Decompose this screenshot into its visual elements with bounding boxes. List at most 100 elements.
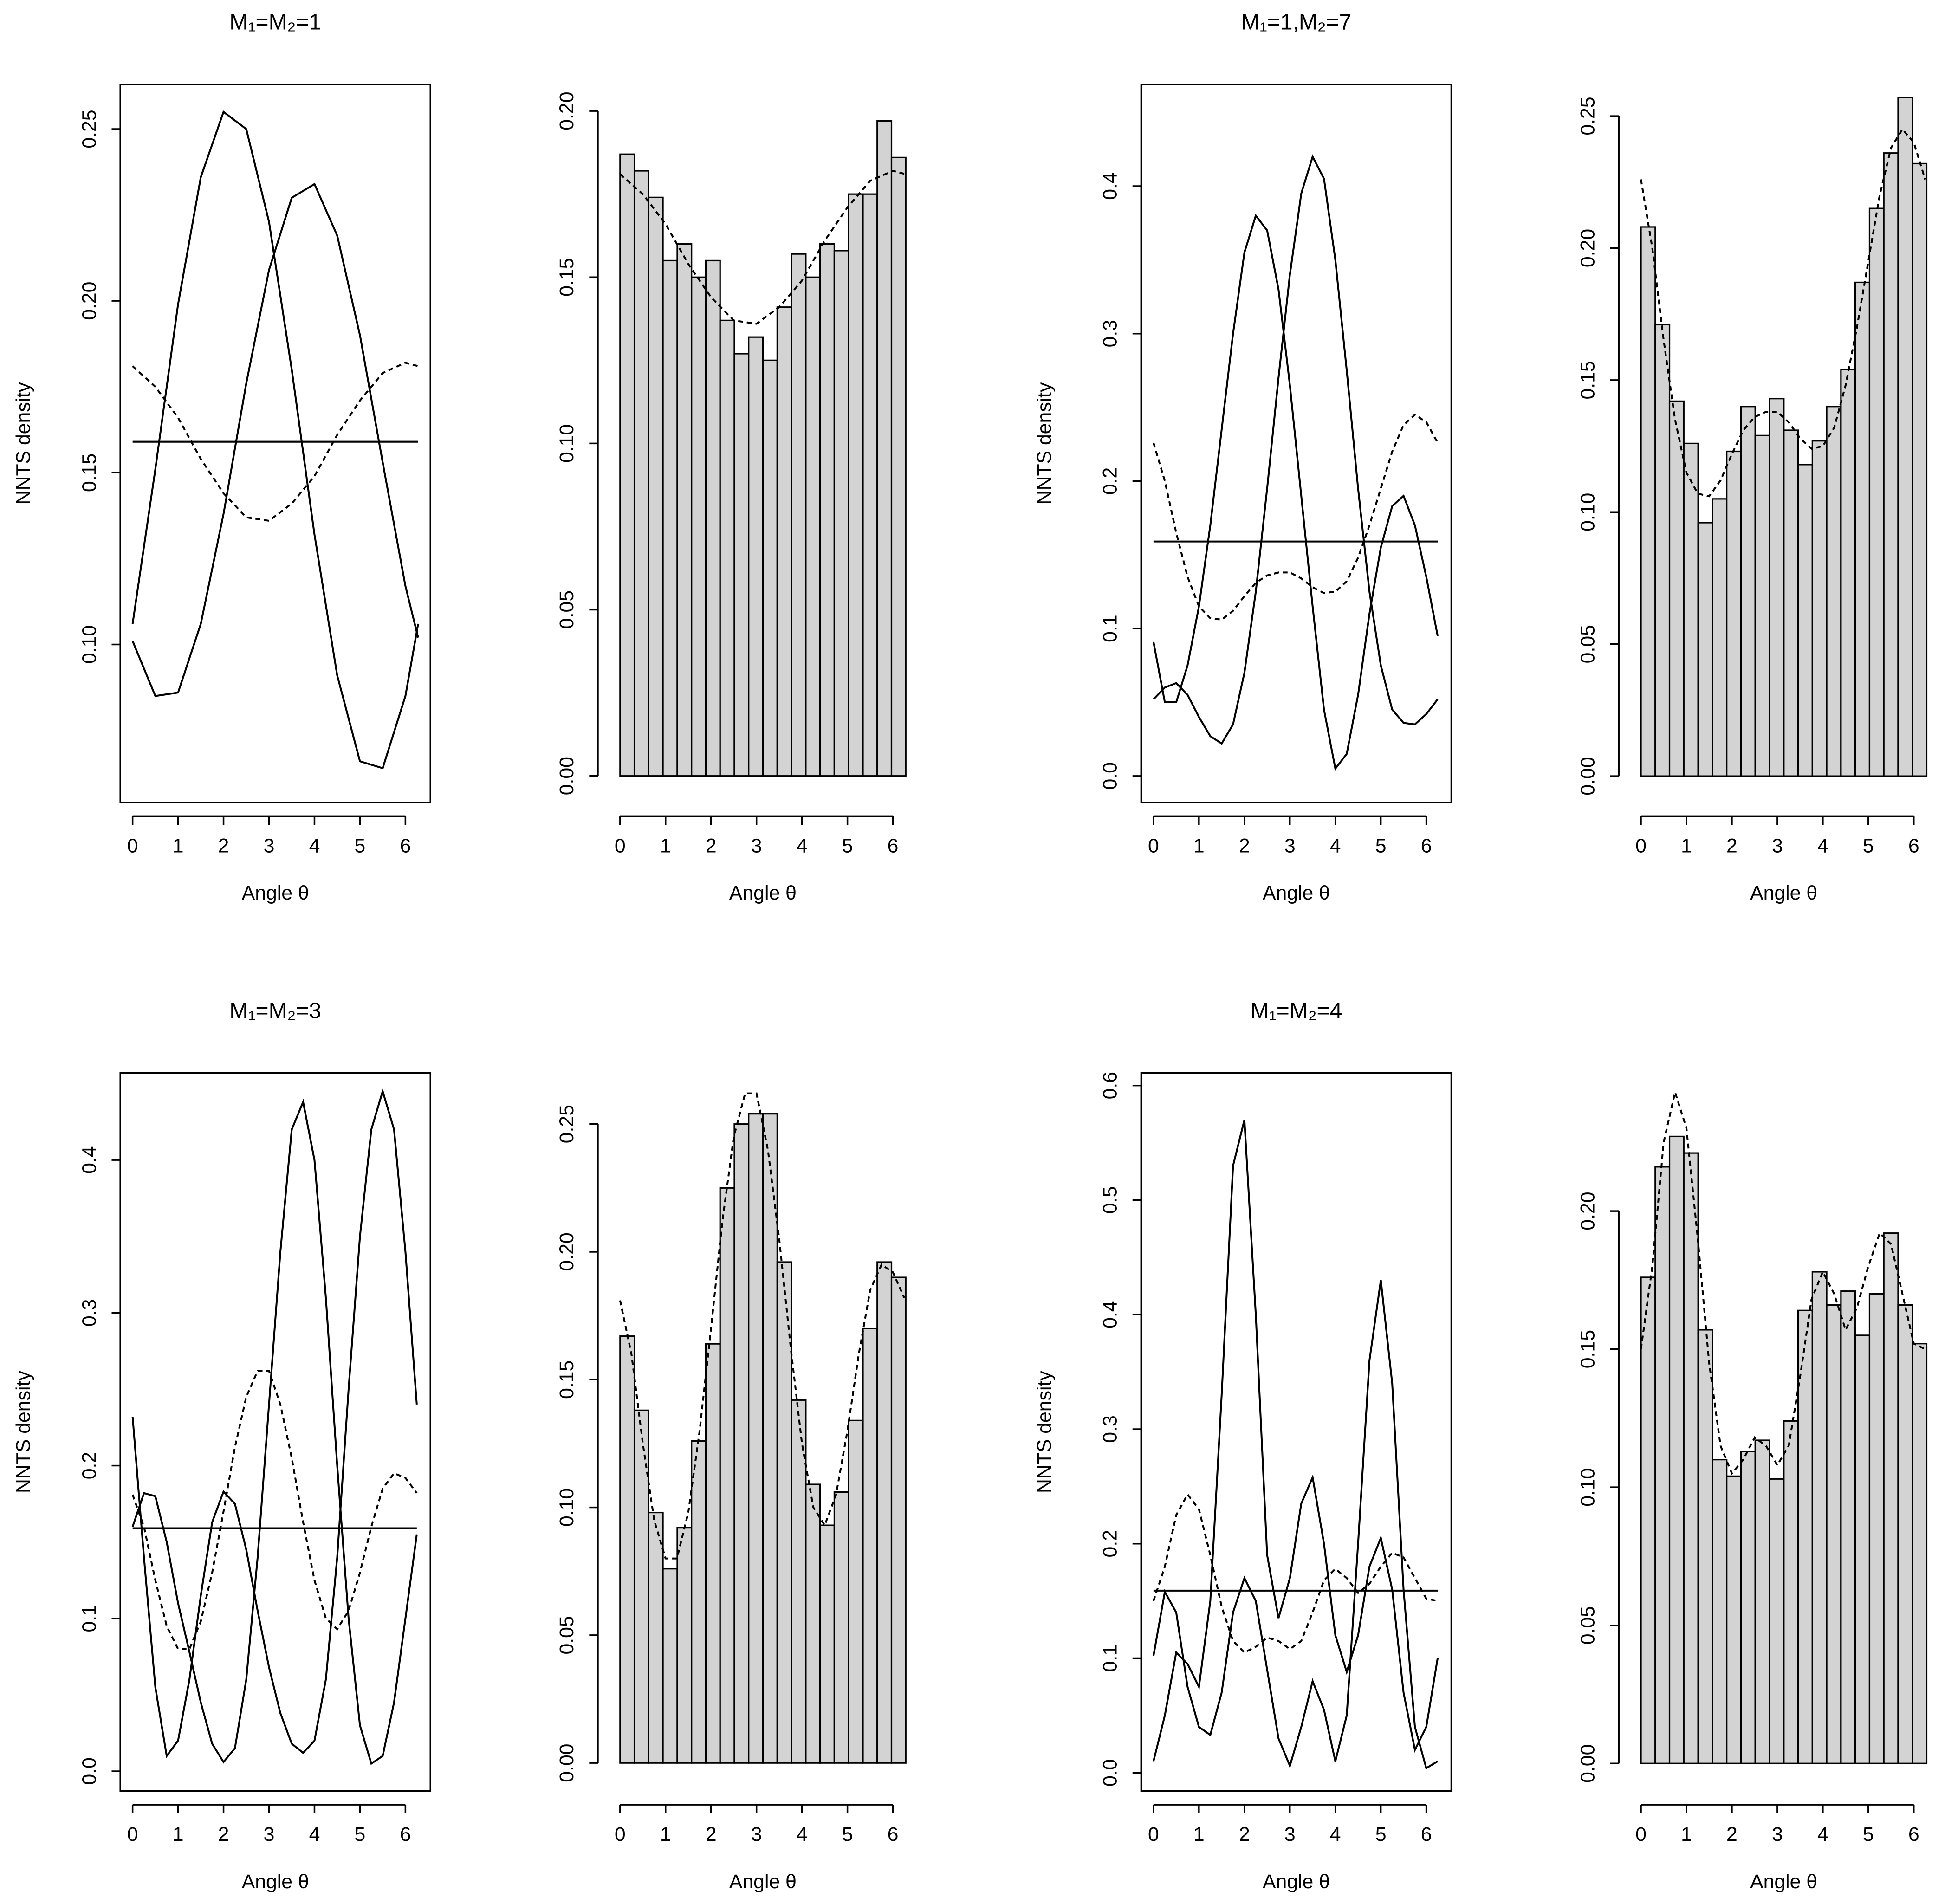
bar — [1769, 1478, 1785, 1764]
x-tick-label: 2 — [1726, 1823, 1738, 1846]
y-tick-label: 0.15 — [556, 1360, 578, 1399]
y-tick-label: 0.4 — [1099, 172, 1122, 200]
x-tick-label: 3 — [751, 835, 762, 857]
y-tick-label: 0.0 — [78, 1757, 100, 1785]
x-tick-label: 5 — [842, 1823, 853, 1846]
y-tick-label: 0.6 — [1099, 1072, 1122, 1099]
y-tick-label: 0.20 — [556, 1232, 578, 1271]
y-tick-label: 0.20 — [556, 91, 578, 130]
x-tick-label: 2 — [218, 1823, 229, 1846]
bar — [1712, 1459, 1728, 1764]
x-tick-label: 1 — [1193, 1823, 1205, 1846]
bar — [862, 1328, 878, 1764]
bar — [733, 353, 750, 777]
bar — [776, 1261, 792, 1764]
y-tick-label: 0.05 — [1576, 1606, 1599, 1645]
y-tick-label: 0.00 — [1576, 757, 1599, 796]
bar — [848, 193, 864, 777]
x-tick-label: 3 — [1284, 835, 1296, 857]
density-line — [1153, 154, 1439, 745]
x-tick-label: 5 — [842, 835, 853, 857]
x-axis-label: Angle θ — [242, 882, 309, 904]
x-tick-label: 5 — [1375, 1823, 1387, 1846]
y-tick-label: 0.25 — [1576, 97, 1599, 135]
bar — [1668, 1135, 1685, 1764]
bar — [619, 153, 635, 777]
panel-title: M₁=1,M₂=7 — [1241, 10, 1351, 35]
bar — [662, 259, 678, 777]
bar — [648, 1511, 664, 1764]
y-tick-label: 0.5 — [1099, 1186, 1122, 1214]
x-axis-label: Angle θ — [1263, 1871, 1330, 1893]
y-tick-label: 0.25 — [78, 110, 100, 148]
density-line — [1152, 1280, 1439, 1770]
x-tick-label: 5 — [1375, 835, 1387, 857]
bar — [1712, 498, 1728, 777]
x-axis-label: Angle θ — [1263, 882, 1330, 904]
bar — [733, 1123, 750, 1764]
bar — [748, 1113, 764, 1764]
bar — [619, 1335, 635, 1764]
x-tick-label: 0 — [127, 1823, 138, 1846]
bar — [791, 253, 807, 777]
bar — [1740, 406, 1756, 777]
y-tick-label: 0.05 — [556, 590, 578, 629]
density-line — [131, 110, 419, 770]
x-tick-label: 1 — [1681, 1823, 1692, 1846]
x-tick-label: 6 — [1908, 835, 1919, 857]
y-tick-label: 0.3 — [1099, 320, 1122, 347]
bar — [762, 359, 778, 777]
y-tick-label: 0.0 — [1099, 762, 1122, 790]
bar — [1654, 324, 1671, 777]
bar — [819, 1524, 835, 1764]
panel-title: M₁=M₂=1 — [229, 10, 321, 35]
x-tick-label: 4 — [797, 1823, 808, 1846]
y-tick-label: 0.20 — [1576, 229, 1599, 267]
x-tick-label: 0 — [127, 835, 138, 857]
y-tick-label: 0.00 — [556, 1744, 578, 1782]
bar — [1840, 369, 1856, 777]
x-tick-label: 0 — [1148, 835, 1159, 857]
bar — [876, 1261, 893, 1764]
bar — [1654, 1166, 1671, 1764]
bar — [1897, 1304, 1913, 1764]
density-line — [1640, 1088, 1926, 1476]
x-tick-label: 2 — [1239, 835, 1250, 857]
y-tick-label: 0.10 — [556, 1488, 578, 1527]
y-axis-label: NNTS density — [1033, 1371, 1056, 1493]
x-axis-label: Angle θ — [242, 1871, 309, 1893]
bar — [791, 1399, 807, 1764]
bar — [1912, 1343, 1928, 1764]
y-tick-label: 0.15 — [1576, 361, 1599, 399]
y-tick-label: 0.1 — [78, 1605, 100, 1632]
y-tick-label: 0.4 — [78, 1146, 100, 1173]
y-tick-label: 0.05 — [556, 1616, 578, 1654]
bar — [1783, 429, 1799, 777]
bar — [705, 259, 721, 777]
bar — [1683, 1152, 1699, 1764]
x-tick-label: 2 — [1239, 1823, 1250, 1846]
x-tick-label: 6 — [1908, 1823, 1919, 1846]
y-axis-label: NNTS density — [13, 1371, 35, 1493]
y-axis-label: NNTS density — [13, 382, 35, 505]
bar — [890, 156, 907, 777]
x-axis-label: Angle θ — [1750, 882, 1817, 904]
density-line — [1152, 1120, 1439, 1762]
bar — [762, 1113, 778, 1764]
y-tick-label: 0.15 — [78, 453, 100, 492]
y-tick-label: 0.4 — [1099, 1301, 1122, 1328]
bar — [805, 276, 821, 777]
x-tick-label: 6 — [400, 835, 411, 857]
x-tick-label: 6 — [1421, 1823, 1432, 1846]
x-tick-label: 0 — [1635, 1823, 1647, 1846]
x-axis-label: Angle θ — [1750, 1871, 1817, 1893]
bar — [1783, 1420, 1799, 1764]
x-tick-label: 4 — [1817, 835, 1828, 857]
bar — [748, 336, 764, 777]
bar — [676, 243, 693, 777]
bar — [705, 1343, 721, 1764]
x-tick-label: 2 — [1726, 835, 1738, 857]
y-tick-label: 0.1 — [1099, 1645, 1122, 1672]
density-line — [131, 1099, 418, 1765]
y-tick-label: 0.25 — [556, 1105, 578, 1143]
